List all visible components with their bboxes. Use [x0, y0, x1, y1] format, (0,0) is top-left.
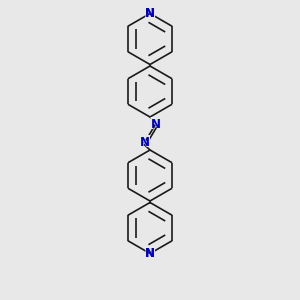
Text: N: N — [150, 118, 161, 131]
Text: N: N — [145, 7, 155, 20]
Text: N: N — [145, 247, 155, 260]
Text: N: N — [145, 7, 155, 20]
Text: N: N — [144, 6, 156, 21]
Text: N: N — [138, 135, 152, 150]
Text: N: N — [140, 136, 150, 149]
Text: N: N — [144, 246, 156, 261]
Text: N: N — [149, 117, 162, 132]
Text: N: N — [145, 247, 155, 260]
